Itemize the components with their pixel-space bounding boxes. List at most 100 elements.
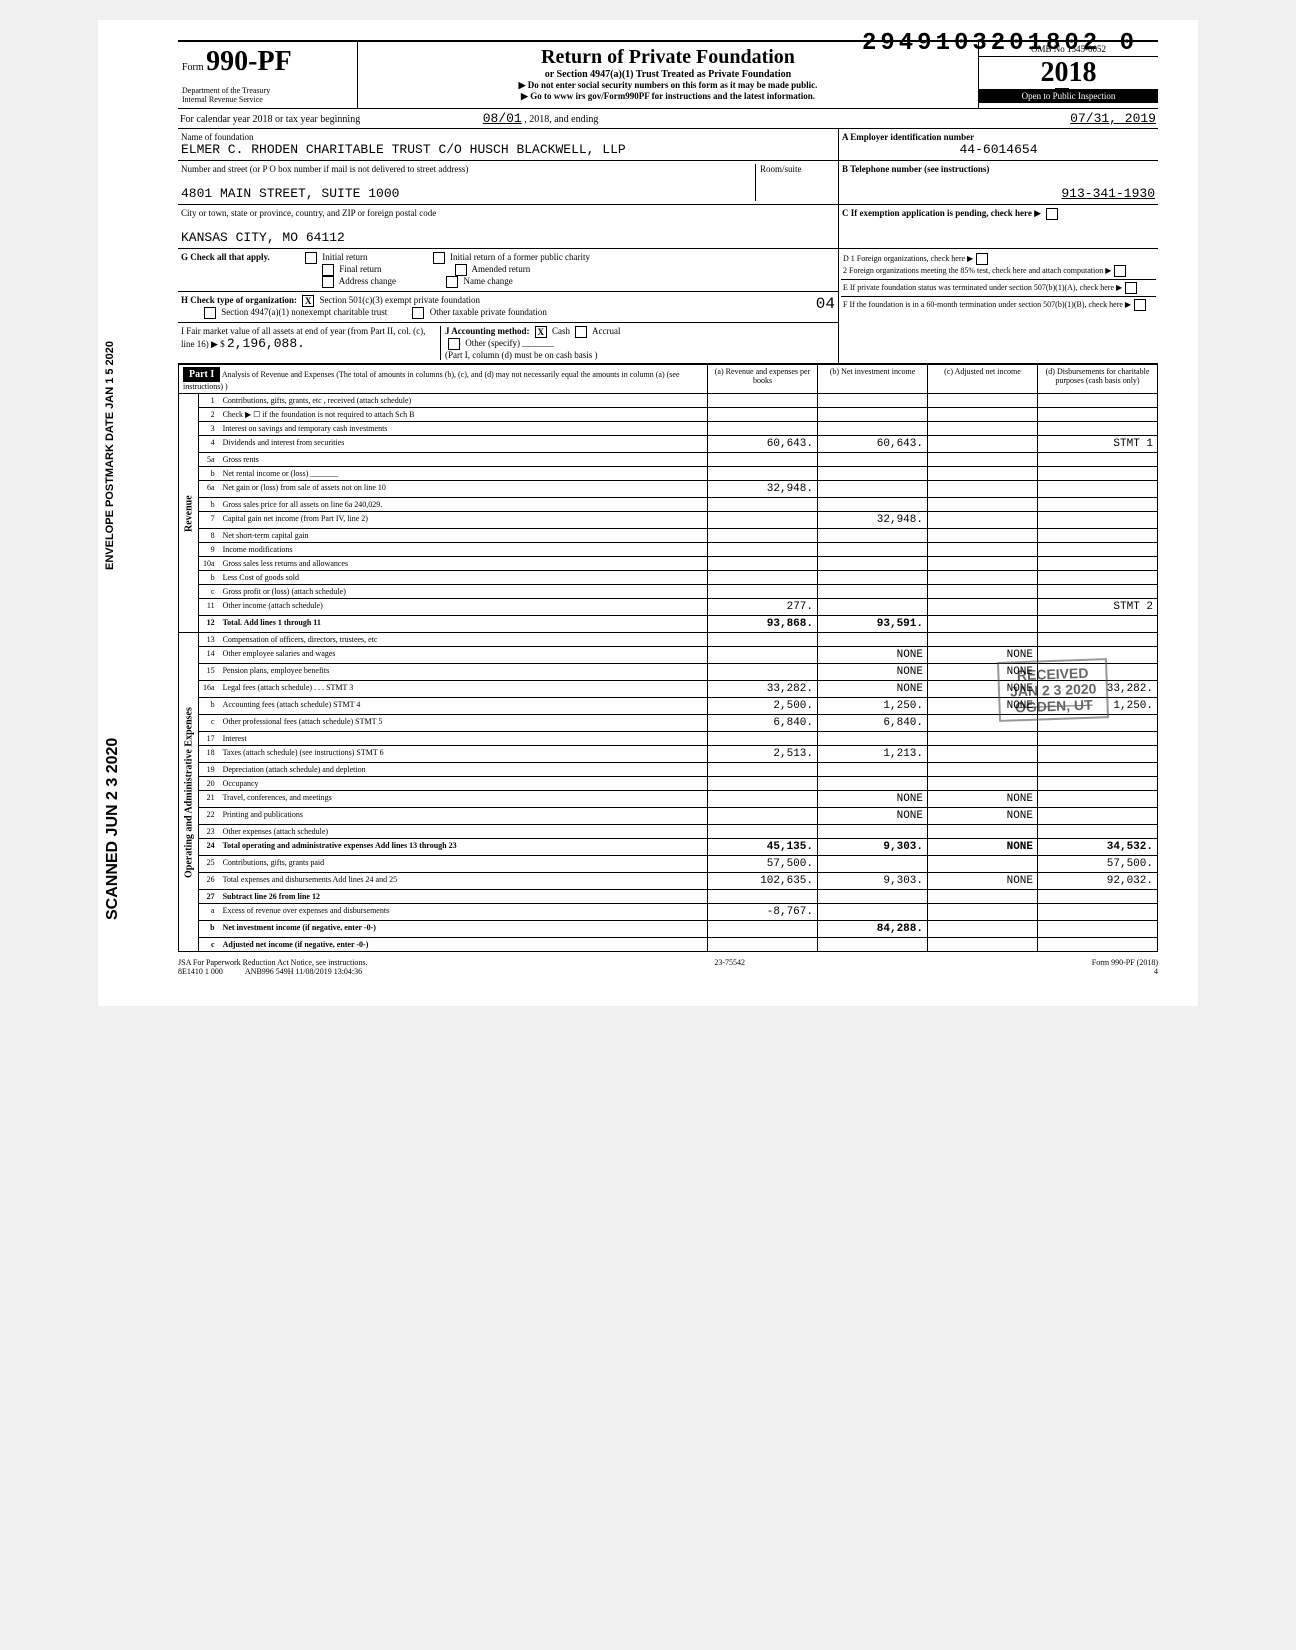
amount-cell[interactable]: STMT 1	[1038, 436, 1158, 453]
amount-cell[interactable]	[928, 938, 1038, 952]
g-initial[interactable]	[305, 252, 317, 264]
amount-cell[interactable]: 6,840.	[818, 715, 928, 732]
amount-cell[interactable]	[818, 422, 928, 436]
amount-cell[interactable]	[708, 394, 818, 408]
j-cash[interactable]: X	[535, 326, 547, 338]
amount-cell[interactable]	[708, 825, 818, 839]
amount-cell[interactable]: NONE	[928, 791, 1038, 808]
amount-cell[interactable]: 9,303.	[818, 873, 928, 890]
amount-cell[interactable]	[1038, 467, 1158, 481]
amount-cell[interactable]	[708, 498, 818, 512]
amount-cell[interactable]: -8,767.	[708, 904, 818, 921]
amount-cell[interactable]	[928, 571, 1038, 585]
amount-cell[interactable]: 32,948.	[708, 481, 818, 498]
amount-cell[interactable]: NONE	[818, 647, 928, 664]
amount-cell[interactable]	[1038, 732, 1158, 746]
box-c-check[interactable]	[1046, 208, 1058, 220]
amount-cell[interactable]	[928, 616, 1038, 633]
amount-cell[interactable]	[928, 529, 1038, 543]
amount-cell[interactable]	[928, 921, 1038, 938]
city[interactable]: KANSAS CITY, MO 64112	[181, 230, 835, 245]
amount-cell[interactable]	[708, 453, 818, 467]
amount-cell[interactable]	[818, 633, 928, 647]
amount-cell[interactable]	[928, 394, 1038, 408]
amount-cell[interactable]: NONE	[818, 791, 928, 808]
amount-cell[interactable]	[708, 791, 818, 808]
amount-cell[interactable]	[1038, 763, 1158, 777]
amount-cell[interactable]	[928, 763, 1038, 777]
amount-cell[interactable]: 92,032.	[1038, 873, 1158, 890]
amount-cell[interactable]: NONE	[928, 808, 1038, 825]
h-4947[interactable]	[204, 307, 216, 319]
amount-cell[interactable]	[1038, 921, 1158, 938]
amount-cell[interactable]	[1038, 808, 1158, 825]
amount-cell[interactable]	[928, 481, 1038, 498]
amount-cell[interactable]: 34,532.	[1038, 839, 1158, 856]
amount-cell[interactable]	[708, 467, 818, 481]
f-check[interactable]	[1134, 299, 1146, 311]
amount-cell[interactable]	[1038, 422, 1158, 436]
amount-cell[interactable]	[1038, 453, 1158, 467]
g-amended[interactable]	[455, 264, 467, 276]
amount-cell[interactable]	[1038, 746, 1158, 763]
amount-cell[interactable]	[928, 585, 1038, 599]
d2-check[interactable]	[1114, 265, 1126, 277]
amount-cell[interactable]	[928, 599, 1038, 616]
amount-cell[interactable]: 6,840.	[708, 715, 818, 732]
amount-cell[interactable]	[1038, 825, 1158, 839]
period-end[interactable]: 07/31, 2019	[1070, 111, 1156, 126]
amount-cell[interactable]: 45,135.	[708, 839, 818, 856]
amount-cell[interactable]	[708, 571, 818, 585]
amount-cell[interactable]: 33,282.	[708, 681, 818, 698]
amount-cell[interactable]: 2,500.	[708, 698, 818, 715]
amount-cell[interactable]	[818, 467, 928, 481]
amount-cell[interactable]	[1038, 616, 1158, 633]
amount-cell[interactable]	[1038, 585, 1158, 599]
amount-cell[interactable]	[818, 543, 928, 557]
amount-cell[interactable]	[1038, 777, 1158, 791]
amount-cell[interactable]: 57,500.	[1038, 856, 1158, 873]
amount-cell[interactable]	[928, 746, 1038, 763]
amount-cell[interactable]	[818, 825, 928, 839]
amount-cell[interactable]	[1038, 481, 1158, 498]
amount-cell[interactable]	[928, 904, 1038, 921]
amount-cell[interactable]	[1038, 529, 1158, 543]
amount-cell[interactable]: 93,868.	[708, 616, 818, 633]
amount-cell[interactable]	[928, 777, 1038, 791]
amount-cell[interactable]	[818, 585, 928, 599]
amount-cell[interactable]	[818, 571, 928, 585]
amount-cell[interactable]	[928, 498, 1038, 512]
amount-cell[interactable]: 277.	[708, 599, 818, 616]
amount-cell[interactable]: 60,643.	[818, 436, 928, 453]
amount-cell[interactable]	[1038, 512, 1158, 529]
amount-cell[interactable]: 9,303.	[818, 839, 928, 856]
amount-cell[interactable]	[708, 664, 818, 681]
amount-cell[interactable]	[1038, 791, 1158, 808]
amount-cell[interactable]	[708, 512, 818, 529]
amount-cell[interactable]	[708, 777, 818, 791]
amount-cell[interactable]	[1038, 394, 1158, 408]
amount-cell[interactable]	[928, 453, 1038, 467]
amount-cell[interactable]	[708, 543, 818, 557]
ein-value[interactable]: 44-6014654	[842, 142, 1155, 157]
foundation-name[interactable]: ELMER C. RHODEN CHARITABLE TRUST C/O HUS…	[181, 142, 835, 157]
amount-cell[interactable]	[928, 856, 1038, 873]
amount-cell[interactable]	[708, 529, 818, 543]
amount-cell[interactable]	[818, 890, 928, 904]
amount-cell[interactable]	[818, 732, 928, 746]
line-i-value[interactable]: 2,196,088.	[227, 336, 305, 351]
amount-cell[interactable]	[928, 467, 1038, 481]
amount-cell[interactable]: 102,635.	[708, 873, 818, 890]
amount-cell[interactable]	[928, 633, 1038, 647]
h-other[interactable]	[412, 307, 424, 319]
amount-cell[interactable]	[1038, 543, 1158, 557]
amount-cell[interactable]: 57,500.	[708, 856, 818, 873]
amount-cell[interactable]: 32,948.	[818, 512, 928, 529]
amount-cell[interactable]	[708, 647, 818, 664]
amount-cell[interactable]	[818, 938, 928, 952]
amount-cell[interactable]: NONE	[818, 808, 928, 825]
amount-cell[interactable]	[818, 763, 928, 777]
amount-cell[interactable]	[928, 732, 1038, 746]
amount-cell[interactable]	[708, 557, 818, 571]
amount-cell[interactable]	[1038, 557, 1158, 571]
